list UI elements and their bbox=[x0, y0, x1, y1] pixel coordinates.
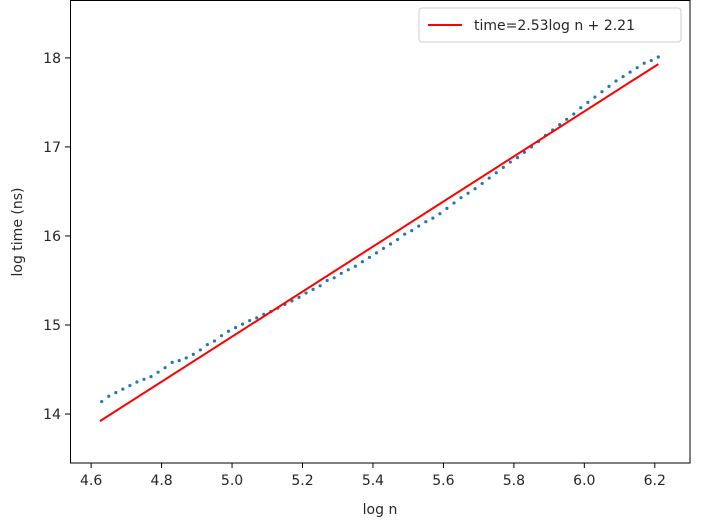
plot-background bbox=[70, 0, 690, 463]
scatter-point bbox=[466, 191, 470, 195]
scatter-point bbox=[565, 117, 569, 121]
scatter-point bbox=[353, 264, 357, 268]
scatter-point bbox=[410, 229, 414, 233]
scatter-point bbox=[417, 224, 421, 228]
scatter-point bbox=[121, 387, 125, 391]
scatter-point bbox=[607, 84, 611, 88]
x-tick-label: 6.2 bbox=[644, 473, 666, 489]
scatter-point bbox=[381, 246, 386, 251]
y-tick-label: 16 bbox=[43, 229, 61, 245]
scatter-point bbox=[191, 352, 195, 356]
legend-box bbox=[418, 7, 682, 43]
scatter-point bbox=[403, 232, 407, 236]
scatter-point bbox=[107, 394, 111, 398]
scatter-point bbox=[318, 284, 322, 288]
y-tick-label: 18 bbox=[43, 51, 61, 67]
scatter-point bbox=[114, 391, 118, 395]
scatter-point bbox=[515, 156, 519, 160]
scatter-point bbox=[452, 201, 456, 205]
scatter-point bbox=[128, 383, 132, 388]
scatter-point bbox=[431, 216, 435, 220]
scatter-point bbox=[184, 356, 188, 360]
scatter-point bbox=[635, 66, 639, 70]
scatter-point bbox=[212, 339, 217, 343]
scatter-point bbox=[614, 79, 618, 83]
y-tick-label: 14 bbox=[43, 407, 61, 423]
scatter-point bbox=[367, 255, 372, 259]
scatter-point bbox=[297, 295, 301, 299]
scatter-points bbox=[100, 55, 660, 404]
scatter-point bbox=[508, 160, 512, 164]
scatter-point bbox=[332, 276, 336, 280]
y-axis-ticks: 14 15 16 17 18 bbox=[43, 51, 70, 423]
scatter-point bbox=[388, 242, 393, 246]
scatter-point bbox=[459, 196, 463, 200]
scatter-point bbox=[248, 318, 252, 323]
scatter-point bbox=[593, 95, 597, 99]
scatter-point bbox=[438, 212, 442, 216]
scatter-point bbox=[304, 291, 308, 295]
scatter-point bbox=[473, 187, 477, 191]
x-tick-label: 4.8 bbox=[150, 473, 172, 489]
scatter-point bbox=[290, 299, 294, 303]
y-tick-label: 17 bbox=[43, 140, 61, 156]
x-tick-label: 5.4 bbox=[362, 473, 384, 489]
legend: time=2.53log n + 2.21 bbox=[418, 7, 682, 43]
scatter-point bbox=[656, 55, 660, 59]
scatter-point bbox=[156, 370, 160, 374]
scatter-point bbox=[494, 171, 498, 175]
x-axis-label: log n bbox=[363, 502, 398, 518]
scatter-point bbox=[135, 380, 139, 384]
y-tick-label: 15 bbox=[43, 318, 61, 334]
scatter-point bbox=[522, 150, 527, 154]
scatter-point bbox=[198, 348, 202, 352]
scatter-point bbox=[219, 334, 224, 338]
scatter-point bbox=[255, 316, 259, 320]
scatter-point bbox=[360, 260, 364, 264]
x-tick-label: 5.6 bbox=[432, 473, 454, 489]
plot-frame bbox=[70, 0, 691, 464]
scatter-point bbox=[100, 399, 104, 404]
scatter-point bbox=[445, 206, 449, 210]
scatter-point bbox=[325, 278, 329, 283]
x-tick-label: 6.0 bbox=[573, 473, 595, 489]
scatter-point bbox=[487, 176, 491, 180]
scatter-point bbox=[579, 106, 583, 110]
scatter-point bbox=[170, 360, 174, 364]
scatter-point bbox=[339, 271, 343, 275]
scatter-point bbox=[233, 326, 238, 330]
scatter-point bbox=[628, 70, 632, 74]
x-tick-label: 5.2 bbox=[291, 473, 313, 489]
scatter-point bbox=[621, 74, 625, 79]
x-tick-label: 5.0 bbox=[221, 473, 243, 489]
scatter-point bbox=[149, 375, 153, 379]
scatter-point bbox=[226, 329, 231, 333]
scatter-point bbox=[424, 220, 428, 224]
scatter-point bbox=[480, 181, 484, 186]
scatter-point bbox=[142, 377, 146, 381]
scatter-point bbox=[311, 287, 315, 291]
scatter-point bbox=[396, 237, 400, 242]
fit-line bbox=[99, 63, 659, 422]
legend-label: time=2.53log n + 2.21 bbox=[474, 18, 635, 34]
scatter-point bbox=[346, 268, 350, 272]
scatter-point bbox=[600, 90, 604, 94]
x-tick-label: 5.8 bbox=[503, 473, 525, 489]
scatter-point bbox=[241, 322, 245, 326]
scatter-point bbox=[572, 112, 576, 116]
fit-lines bbox=[99, 63, 659, 422]
scatter-point bbox=[205, 342, 209, 347]
y-axis-label: log time (ns) bbox=[10, 188, 26, 277]
x-tick-label: 4.6 bbox=[80, 473, 102, 489]
scatter-point bbox=[177, 359, 181, 363]
x-axis-ticks: 4.6 4.8 5.0 5.2 5.4 5.6 5.8 6.0 6.2 bbox=[80, 463, 666, 489]
scatter-point bbox=[374, 251, 379, 255]
scatter-point bbox=[163, 366, 167, 370]
scatter-point bbox=[642, 61, 646, 65]
scatter-point bbox=[649, 58, 653, 63]
scatter-point bbox=[501, 165, 505, 169]
scatter-point bbox=[586, 100, 590, 104]
scatter-point bbox=[558, 123, 562, 127]
